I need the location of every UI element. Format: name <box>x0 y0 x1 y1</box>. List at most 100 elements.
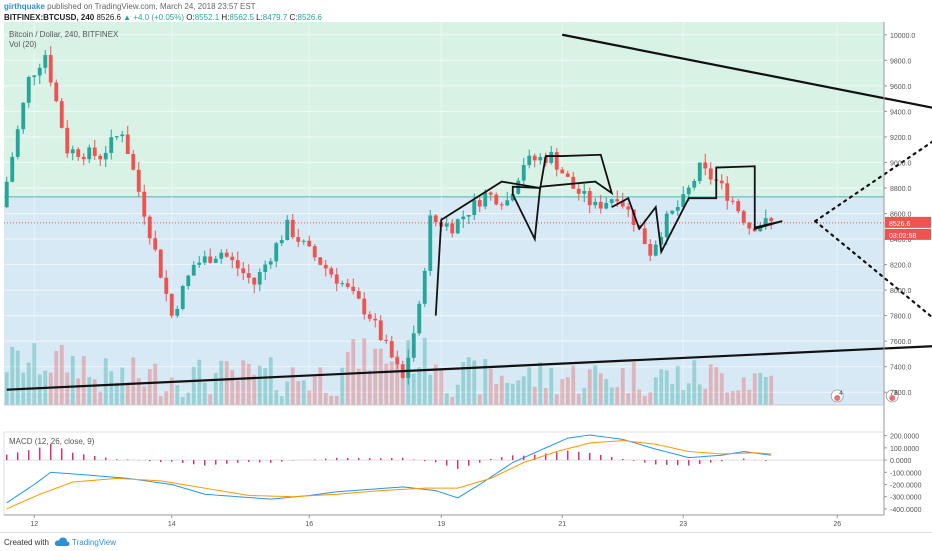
candle-body <box>521 165 526 181</box>
volume-bar <box>92 379 97 405</box>
tradingview-link[interactable]: TradingView <box>72 538 117 547</box>
candle-body <box>197 262 202 265</box>
candle-body <box>725 183 730 201</box>
x-tick-label: 21 <box>558 521 566 528</box>
candle-body <box>461 216 466 220</box>
pattern-drawing <box>434 153 614 316</box>
macd-y-tick-label: -400.0000 <box>890 507 922 514</box>
macd-pane <box>3 431 885 516</box>
volume-bar <box>472 360 477 405</box>
candle-body <box>340 283 345 285</box>
event-badges[interactable]: 468 <box>830 389 932 403</box>
candle-body <box>510 193 515 201</box>
high-label: H: <box>221 13 230 22</box>
candle-body <box>21 102 26 130</box>
volume-bar <box>708 364 713 405</box>
candle-body <box>752 228 757 232</box>
open-value: 8552.1 <box>194 13 220 22</box>
candle-body <box>554 152 559 170</box>
macd-label: MACD (12, 26, close, 9) <box>9 437 95 446</box>
candle-body <box>598 201 603 209</box>
event-badge-count: 4 <box>839 391 843 397</box>
volume-bar <box>202 382 207 405</box>
volume-bar <box>653 377 658 405</box>
volume-bar <box>323 392 328 405</box>
candle-body <box>48 55 53 83</box>
volume-bar <box>741 377 746 405</box>
up-triangle-icon: ▲ <box>123 13 132 22</box>
candle-body <box>483 192 488 207</box>
macd-y-tick-label: -100.0000 <box>890 470 922 477</box>
volume-bar <box>439 368 444 405</box>
volume-bar <box>499 375 504 405</box>
y-tick-label: 8000.0 <box>890 288 912 295</box>
y-tick-label: 7200.0 <box>890 390 912 397</box>
volume-bar <box>285 381 290 405</box>
volume-bar <box>26 362 31 405</box>
volume-bar <box>582 387 587 405</box>
volume-bar <box>752 373 757 405</box>
x-tick-label: 12 <box>30 521 38 528</box>
candle-body <box>395 357 400 365</box>
y-tick-label: 7400.0 <box>890 365 912 372</box>
candle-body <box>285 219 290 241</box>
candle-body <box>54 82 59 102</box>
candle-body <box>241 268 246 274</box>
candle-body <box>323 264 328 269</box>
candle-body <box>747 222 752 229</box>
tradingview-cloud-icon <box>54 537 70 546</box>
candle-body <box>494 194 499 205</box>
volume-bar <box>219 360 224 405</box>
volume-bar <box>532 386 537 405</box>
candle-body <box>681 194 686 208</box>
candle-body <box>653 244 658 256</box>
volume-bar <box>230 369 235 405</box>
volume-bar <box>87 377 92 405</box>
price-zone-0 <box>4 22 884 197</box>
volume-bar <box>32 343 37 405</box>
trendline-drawings[interactable] <box>6 33 932 391</box>
volume-bar <box>362 338 367 405</box>
countdown-label: 03:02:58 <box>889 233 916 240</box>
volume-bar <box>334 395 339 405</box>
low-value: 8479.7 <box>262 13 288 22</box>
volume-bar <box>76 378 81 405</box>
chart-canvas[interactable]: 468 10000.09800.09600.09400.09200.09000.… <box>0 0 932 532</box>
volume-bar <box>180 396 185 405</box>
volume-bar <box>516 380 521 405</box>
volume-bar <box>593 365 598 405</box>
volume-bar <box>670 383 675 405</box>
candle-body <box>763 218 768 227</box>
volume-bar <box>312 376 317 405</box>
candle-body <box>659 237 664 245</box>
candle-body <box>604 202 609 209</box>
candle-body <box>92 147 97 156</box>
chart-title: Bitcoin / Dollar, 240, BITFINEX <box>9 30 119 39</box>
candle-body <box>312 246 317 258</box>
volume-bar <box>703 388 708 405</box>
candle-body <box>378 320 383 341</box>
y-tick-label: 7800.0 <box>890 314 912 321</box>
y-tick-label: 8200.0 <box>890 263 912 270</box>
candle-body <box>692 181 697 188</box>
candle-body <box>631 209 636 226</box>
candle-body <box>538 156 543 161</box>
event-badge-dot <box>834 395 841 401</box>
axes: 10000.0 9800.0 9600.0 9400.0 9200.0 9000.0 880… <box>4 22 931 528</box>
volume-bar <box>587 369 592 405</box>
candle-body <box>175 308 180 316</box>
volume-bar <box>15 350 20 405</box>
candle-body <box>296 237 301 242</box>
y-tick-label: 8400.0 <box>890 237 912 244</box>
volume-bar <box>109 371 114 405</box>
candle-body <box>87 147 92 160</box>
low-label: L: <box>256 13 263 22</box>
candle-body <box>257 272 262 285</box>
x-tick-label: 23 <box>679 521 687 528</box>
volume-bar <box>296 381 301 405</box>
candle-body <box>307 240 312 247</box>
candle-body <box>730 200 735 202</box>
author-link[interactable]: girthquake <box>4 2 45 11</box>
y-tick-label: 8600.0 <box>890 212 912 219</box>
volume-bar <box>450 396 455 405</box>
